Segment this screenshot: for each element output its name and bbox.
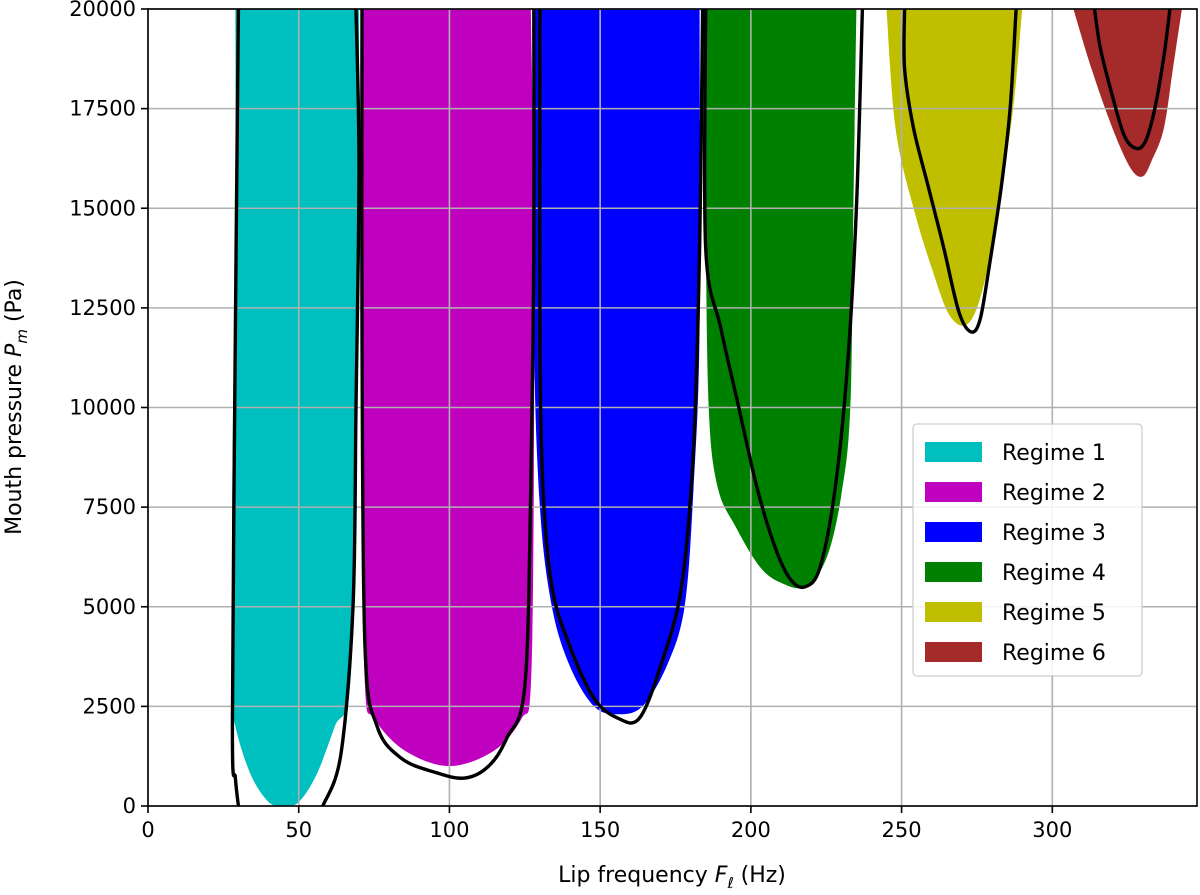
regime-2-region	[361, 9, 535, 767]
regime-4-boundary	[702, 9, 865, 590]
legend-swatch-regime-4	[925, 562, 982, 582]
stability-boundaries	[230, 9, 1172, 806]
legend-label-regime-4: Regime 4	[1002, 561, 1106, 586]
regime-6-boundary	[1092, 9, 1172, 151]
legend: Regime 1 Regime 2 Regime 3 Regime 4 Regime 5…	[912, 423, 1143, 677]
regime-3-region	[533, 9, 701, 715]
x-tick-label: 150	[580, 818, 620, 842]
y-tick-label: 5000	[83, 595, 136, 619]
y-tick-label: 20000	[69, 0, 136, 21]
legend-swatch-regime-1	[925, 442, 982, 462]
legend-swatch-regime-6	[925, 642, 982, 662]
regime-4-region	[705, 9, 857, 589]
legend-swatch-regime-2	[925, 482, 982, 502]
legend-label-regime-2: Regime 2	[1002, 481, 1106, 506]
regime-5-region	[886, 9, 1023, 326]
regime-1-boundary-1	[230, 9, 241, 806]
regime-3-boundary	[537, 9, 705, 725]
y-tick-label: 17500	[69, 97, 136, 121]
x-tick-label: 250	[882, 818, 922, 842]
legend-label-regime-1: Regime 1	[1002, 441, 1106, 466]
x-tick-label: 100	[429, 818, 469, 842]
regime-5-boundary	[902, 9, 1018, 334]
regime-1-boundary-2	[321, 9, 361, 806]
y-axis-label: Mouth pressure Pm (Pa)	[2, 279, 31, 535]
y-axis-ticks: 0 2500 5000 7500 10000 12500 15000 17500 20000	[69, 0, 148, 818]
legend-swatch-regime-3	[925, 522, 982, 542]
y-tick-label: 0	[123, 794, 136, 818]
legend-label-regime-6: Regime 6	[1002, 641, 1106, 666]
legend-label-regime-3: Regime 3	[1002, 521, 1106, 546]
legend-label-regime-5: Regime 5	[1002, 601, 1106, 626]
y-tick-label: 12500	[69, 296, 136, 320]
x-axis-label: Lip frequency Fℓ (Hz)	[558, 863, 786, 892]
y-tick-label: 15000	[69, 196, 136, 220]
y-tick-label: 7500	[83, 495, 136, 519]
y-tick-label: 2500	[83, 694, 136, 718]
legend-swatch-regime-5	[925, 602, 982, 622]
regime-2-boundary	[360, 9, 536, 780]
y-tick-label: 10000	[69, 396, 136, 420]
x-tick-label: 300	[1032, 818, 1072, 842]
x-tick-label: 50	[285, 818, 312, 842]
x-axis-ticks: 0 50 100 150 200 250 300	[141, 806, 1072, 842]
x-tick-label: 200	[731, 818, 771, 842]
x-tick-label: 0	[141, 818, 154, 842]
